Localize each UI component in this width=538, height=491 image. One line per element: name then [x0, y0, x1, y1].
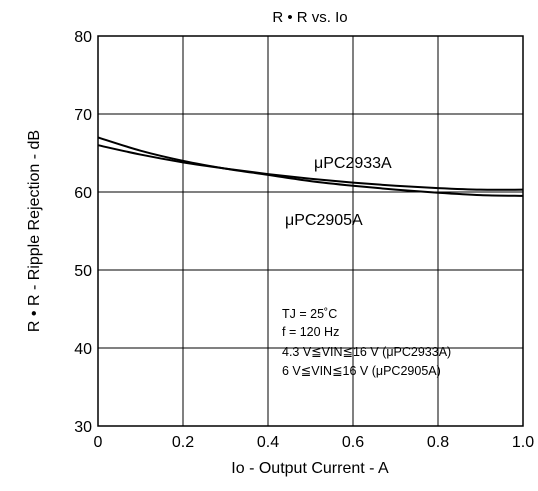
x-tick-label: 1.0	[512, 434, 534, 451]
y-tick-label: 30	[74, 419, 92, 436]
condition-tj: TJ = 25˚C	[282, 307, 337, 321]
condition-vin-pc2933a: 4.3 V≦VIN≦16 V (μPC2933A)	[282, 345, 451, 359]
condition-vin-pc2905a: 6 V≦VIN≦16 V (μPC2905A)	[282, 364, 441, 378]
x-tick-label: 0	[94, 434, 103, 451]
x-tick-label: 0.4	[257, 434, 279, 451]
condition-frequency: f = 120 Hz	[282, 325, 339, 339]
y-tick-label: 80	[74, 29, 92, 46]
y-axis-label: R • R - Ripple Rejection - dB	[26, 130, 43, 332]
x-tick-label: 0.8	[427, 434, 449, 451]
y-tick-label: 70	[74, 107, 92, 124]
x-axis-label: Io - Output Current - A	[231, 460, 389, 477]
plot-frame	[97, 35, 524, 427]
series-line-pc2933a	[97, 144, 524, 191]
y-tick-label: 60	[74, 185, 92, 202]
y-tick-label: 50	[74, 263, 92, 280]
y-tick-label: 40	[74, 341, 92, 358]
series-label-pc2933a: μPC2933A	[314, 155, 392, 172]
series-label-pc2905a: μPC2905A	[285, 212, 363, 229]
x-tick-label: 0.6	[342, 434, 364, 451]
test-conditions-note: TJ = 25˚C f = 120 Hz 4.3 V≦VIN≦16 V (μPC…	[282, 307, 451, 378]
series-line-pc2905a	[97, 136, 524, 197]
grid	[98, 36, 523, 426]
series-lines	[97, 136, 524, 197]
chart-title: R • R vs. Io	[272, 9, 347, 26]
x-tick-label: 0.2	[172, 434, 194, 451]
x-tick-labels: 0 0.2 0.4 0.6 0.8 1.0	[94, 434, 535, 451]
y-tick-labels: 30 40 50 60 70 80	[74, 29, 92, 436]
